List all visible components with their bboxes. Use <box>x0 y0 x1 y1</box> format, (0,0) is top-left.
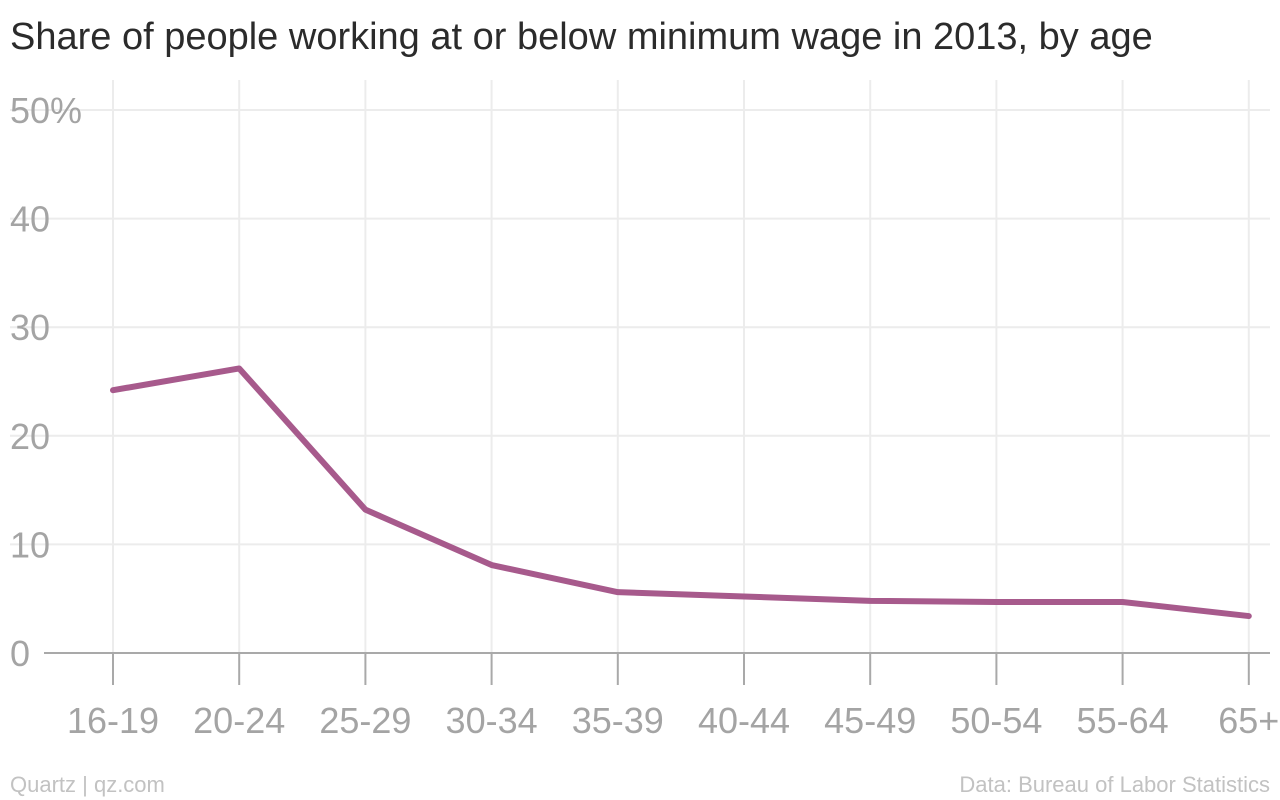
chart-title: Share of people working at or below mini… <box>10 16 1153 58</box>
x-tick-label: 55-64 <box>1077 700 1169 741</box>
data-source: Data: Bureau of Labor Statistics <box>959 772 1270 797</box>
y-tick-label: 40 <box>10 199 50 240</box>
axis-layer <box>44 652 1270 685</box>
x-tick-label: 30-34 <box>446 700 538 741</box>
x-tick-label: 40-44 <box>698 700 790 741</box>
y-tick-label: 30 <box>10 307 50 348</box>
x-tick-label: 25-29 <box>319 700 411 741</box>
source-credit: Quartz | qz.com <box>10 772 165 797</box>
label-layer: 0 10 20 30 40 50% 16-19 20-24 25-29 30-34 35-39 40-… <box>10 90 1279 741</box>
y-tick-label: 50% <box>10 90 82 131</box>
grid-layer <box>10 80 1270 653</box>
x-tick-label: 35-39 <box>572 700 664 741</box>
x-tick-label: 16-19 <box>67 700 159 741</box>
series-line <box>110 365 1252 620</box>
x-tick-label: 50-54 <box>950 700 1042 741</box>
x-tick-label: 20-24 <box>193 700 285 741</box>
y-tick-label: 0 <box>10 633 30 674</box>
x-tick-label: 45-49 <box>824 700 916 741</box>
x-tick-label: 65+ <box>1218 700 1279 741</box>
y-tick-label: 10 <box>10 524 50 565</box>
series-layer <box>110 365 1252 620</box>
y-tick-label: 20 <box>10 416 50 457</box>
